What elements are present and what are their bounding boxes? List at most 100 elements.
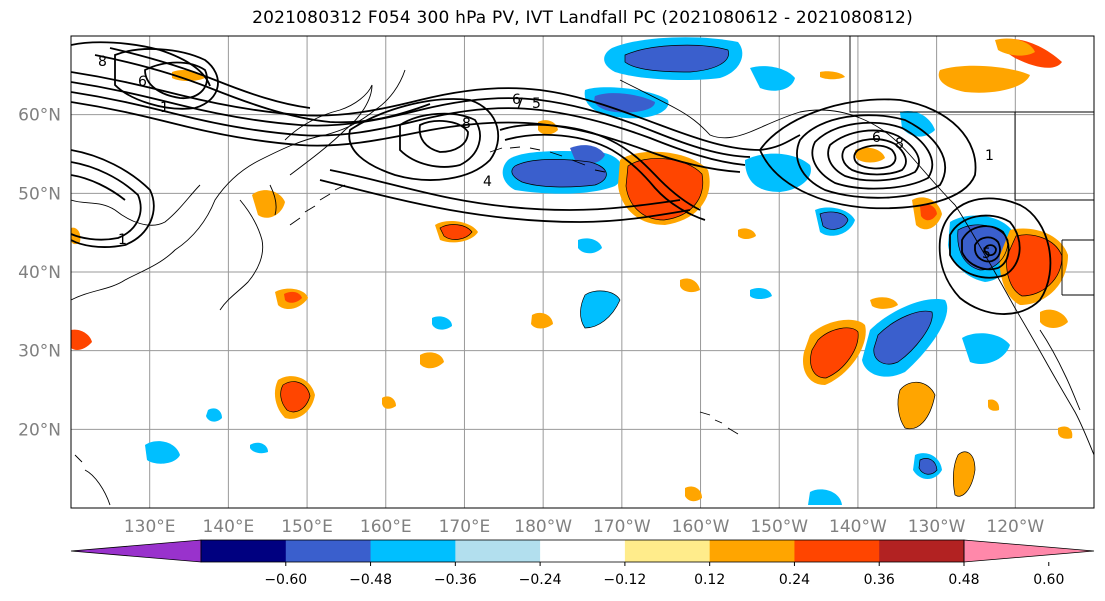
- longitude-label: 170°W: [593, 517, 651, 537]
- neg-anomaly-ak-coast: [900, 110, 935, 137]
- colorbar-tick-label: −0.60: [264, 572, 307, 588]
- contour-label: 1: [985, 148, 994, 164]
- contour-label: 1: [160, 100, 169, 116]
- contour-ak-high-2: [811, 121, 934, 190]
- contour-low-1: [348, 98, 499, 181]
- contour-ak-high-3: [827, 129, 920, 182]
- neg-anomaly-small-3: [578, 238, 602, 254]
- longitude-label: 130°W: [908, 517, 966, 537]
- colorbar-bin: [201, 540, 287, 562]
- colorbar-extend-low: [70, 539, 202, 563]
- pos-anomaly-sw-small: [382, 396, 396, 409]
- neg-anomaly-alaska-gulf-core: [625, 45, 729, 72]
- asia-coast: [71, 69, 406, 301]
- colorbar-bin: [455, 540, 541, 562]
- contour-ak-high-4: [841, 138, 907, 176]
- neg-anomaly-ne-pac-2: [962, 333, 1010, 365]
- colorbar-extend-high: [963, 539, 1095, 563]
- pos-anomaly-ne-pac-core: [810, 327, 859, 378]
- contour-label: 6: [872, 130, 881, 146]
- neg-anomaly-alaska-north: [750, 66, 795, 91]
- contour-wave-3: [329, 169, 681, 211]
- pos-anomaly-ak-coast-2: [855, 147, 885, 163]
- longitude-label: 170°E: [439, 517, 491, 537]
- pos-anomaly-kuril-core: [440, 224, 472, 240]
- pos-anomaly-ne-small: [820, 71, 845, 80]
- longitude-label: 160°W: [672, 517, 730, 537]
- contour-wave-1: [499, 123, 701, 211]
- pos-anomaly-alaska: [938, 65, 1030, 93]
- map-frame: [70, 35, 1095, 509]
- alaska-interior-border: [849, 36, 1094, 113]
- contour-band-6: [109, 47, 311, 109]
- colorbar-tick-label: 0.60: [1033, 572, 1064, 588]
- colorbar-tick-label: 0.24: [779, 572, 810, 588]
- colorbar-frame: [200, 539, 965, 563]
- colorbar-tick-label: −0.36: [434, 572, 477, 588]
- contour-label: 6: [512, 92, 521, 108]
- na-coast: [954, 204, 1094, 456]
- neg-anomaly-small-5: [808, 489, 842, 505]
- latitude-label: 60°N: [18, 106, 61, 126]
- pos-anomaly-hawaii: [897, 382, 935, 429]
- contour-coast-low-4: [983, 244, 997, 257]
- pos-anomaly-west-pac-core: [280, 381, 310, 412]
- contour-label: 8: [98, 54, 107, 70]
- contour-low-1-in2: [418, 120, 469, 153]
- kuril-chain: [289, 184, 346, 226]
- contour-label: 8: [462, 116, 471, 132]
- longitude-label: 130°E: [124, 517, 176, 537]
- longitude-label: 150°W: [750, 517, 808, 537]
- ph-islands: [74, 454, 111, 506]
- contour-nw-open: [71, 41, 211, 87]
- contour-west-3: [71, 174, 126, 201]
- pos-anomaly-china-coast: [71, 329, 92, 350]
- colorbar-tick-label: −0.12: [603, 572, 646, 588]
- canada-border: [1014, 112, 1094, 201]
- contour-band-3: [71, 91, 746, 166]
- longitude-label: 120°W: [986, 517, 1044, 537]
- map-title: 2021080312 F054 300 hPa PV, IVT Landfall…: [252, 8, 913, 28]
- contour-ak-high-5: [853, 144, 897, 170]
- contour-low-1-in: [399, 112, 481, 168]
- us-border: [1061, 239, 1094, 296]
- neg-anomaly-gulf-bc: [745, 153, 811, 192]
- ivt-contours: [71, 41, 1052, 315]
- colorbar-tick-label: 0.48: [948, 572, 979, 588]
- longitude-label: 150°E: [281, 517, 333, 537]
- colorbar-bin: [624, 540, 711, 562]
- neg-anomaly-aleutian-core: [511, 159, 607, 187]
- contour-wave-2: [504, 133, 706, 221]
- colorbar-bin: [285, 540, 372, 562]
- longitude-label: 160°E: [360, 517, 412, 537]
- neg-anomaly-central-2-core: [820, 212, 848, 230]
- pos-anomaly-central-small: [420, 352, 444, 369]
- contour-label: 6: [138, 74, 147, 90]
- contour-label: 4: [483, 174, 492, 190]
- pos-anomaly-japan-sw-core: [284, 291, 302, 303]
- longitude-label: 140°E: [203, 517, 255, 537]
- contour-label: 7: [515, 96, 524, 112]
- contour-ak-outer: [758, 98, 977, 210]
- pos-anomaly-s-small: [685, 486, 702, 502]
- contour-label: 1: [118, 232, 127, 248]
- longitude-labels: 130°E 140°E 150°E 160°E 170°E 180°W 170°W 160°W…: [124, 517, 1045, 537]
- contour-label: 8: [895, 136, 904, 152]
- pos-anomaly-se: [1058, 426, 1073, 439]
- pos-anomaly-seattle: [1040, 309, 1068, 328]
- contour-band-1: [71, 71, 801, 151]
- neg-anomaly-aleutian-2: [570, 145, 605, 164]
- contour-label: 5: [532, 96, 541, 112]
- neg-anomaly-subtrop-core: [919, 458, 937, 475]
- contour-labels: 8 6 1 8 6 4 7 5 8 6 5 1 1: [98, 54, 994, 262]
- pos-anomaly-canada: [995, 38, 1035, 56]
- contour-ak-high-1: [796, 114, 946, 199]
- pos-anomaly-aleutian-e: [738, 228, 756, 239]
- contour-west-2: [71, 161, 142, 241]
- neg-anomaly-small-4: [750, 288, 772, 299]
- contour-wave-4: [319, 179, 691, 223]
- neg-anomaly-hawaii-ne-core: [873, 311, 933, 365]
- pos-anomaly-ne-small-2: [870, 297, 898, 309]
- map-content: 8 6 1 8 6 4 7 5 8 6 5 1 1: [71, 36, 1094, 508]
